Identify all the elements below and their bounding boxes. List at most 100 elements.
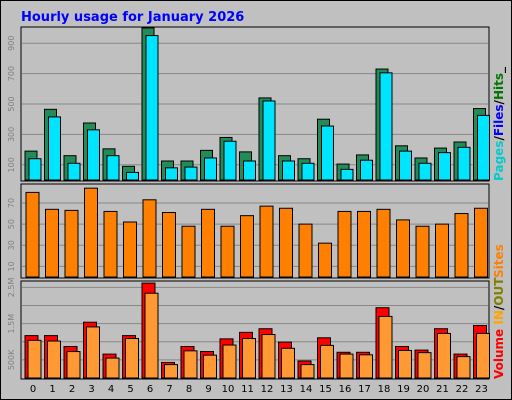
files-bar [321, 125, 334, 181]
x-tick-label: 6 [147, 384, 153, 395]
files-bar [48, 116, 61, 181]
legend-separator: / [492, 136, 506, 141]
panel3-legend: Volume IN/OUT [492, 277, 506, 379]
x-tick-label: 7 [166, 384, 172, 395]
x-tick-label: 9 [205, 384, 211, 395]
files-bar [223, 140, 237, 181]
sites-bar [337, 210, 352, 278]
x-tick-label: 17 [358, 384, 371, 395]
legend-pages: Pages [492, 141, 506, 181]
legend-separator: / [492, 99, 506, 104]
files-bar [399, 150, 412, 181]
sites-bar [84, 187, 98, 278]
volume-out-bar [222, 344, 237, 379]
x-tick-label: 18 [378, 384, 391, 395]
y-tick-label: 900 [7, 36, 16, 51]
files-bar [28, 158, 42, 181]
legend-separator: / [492, 305, 506, 310]
volume-out-bar [86, 326, 100, 379]
x-tick-label: 2 [69, 384, 75, 395]
files-bar [126, 171, 139, 181]
legend-hits: Hits [492, 73, 506, 100]
volume-out-bar [281, 347, 295, 379]
legend-trailer: _ [492, 67, 507, 73]
y-tick-label: 30 [7, 240, 16, 250]
volume-out-bar [164, 364, 178, 379]
volume-out-bar [183, 350, 198, 379]
x-tick-label: 4 [108, 384, 114, 395]
y-tick-label: 10 [7, 261, 16, 271]
y-tick-label: 500 [7, 96, 16, 111]
volume-out-bar [437, 332, 451, 379]
legend-out: OUT [492, 277, 506, 306]
files-bar [243, 160, 256, 181]
x-tick-label: 1 [49, 384, 55, 395]
x-tick-label: 3 [88, 384, 94, 395]
y-tick-label: 100 [7, 157, 16, 172]
files-bar [87, 129, 100, 181]
sites-bar [259, 205, 274, 278]
sites-bar [142, 199, 157, 278]
files-bar [418, 162, 432, 181]
chart-title: Hourly usage for January 2026 [21, 10, 244, 25]
volume-out-bar [378, 315, 393, 379]
files-bar [438, 152, 451, 181]
volume-out-bar [398, 349, 412, 379]
legend-files: Files [492, 104, 506, 136]
y-tick-label: 1.5M [7, 314, 16, 334]
volume-out-bar [476, 332, 490, 379]
sites-bar [181, 225, 196, 278]
sites-bar [201, 208, 215, 278]
sites-bar [64, 209, 79, 278]
files-bar [67, 162, 81, 181]
x-tick-label: 22 [456, 384, 469, 395]
files-bar [457, 146, 471, 181]
files-bar [145, 35, 159, 181]
files-bar [106, 155, 120, 181]
sites-bar [162, 211, 176, 278]
sites-bar [45, 208, 59, 278]
sites-bar [103, 210, 118, 278]
volume-out-bar [320, 344, 334, 379]
volume-out-bar [261, 334, 276, 379]
files-bar [184, 166, 198, 181]
volume-out-bar [417, 352, 432, 379]
files-bar [360, 159, 373, 181]
volume-out-bar [27, 339, 42, 379]
volume-out-bar [203, 354, 217, 379]
files-bar [301, 162, 315, 181]
volume-out-bar [144, 292, 159, 379]
volume-out-bar [300, 364, 315, 379]
files-bar [165, 167, 178, 181]
sites-bar [357, 210, 371, 278]
files-bar [477, 114, 490, 181]
sites-bar [123, 221, 137, 278]
volume-out-bar [47, 340, 61, 379]
x-tick-label: 21 [436, 384, 449, 395]
sites-bar [298, 223, 313, 278]
sites-bar [220, 225, 235, 278]
volume-out-bar [66, 351, 81, 379]
x-tick-label: 10 [222, 384, 235, 395]
sites-bar [415, 225, 430, 278]
sites-bar [396, 219, 410, 278]
volume-out-bar [242, 338, 256, 379]
x-tick-label: 16 [339, 384, 352, 395]
y-tick-label: 2.5M [7, 278, 16, 298]
x-tick-label: 5 [127, 384, 133, 395]
files-bar [379, 72, 393, 181]
y-tick-label: 500K [7, 349, 16, 370]
x-tick-label: 8 [186, 384, 192, 395]
sites-bar [474, 207, 488, 278]
x-tick-label: 20 [417, 384, 430, 395]
sites-bar [435, 223, 449, 278]
x-tick-label: 14 [300, 384, 313, 395]
sites-panel [20, 183, 490, 279]
volume-out-bar [359, 354, 373, 379]
sites-bar [318, 242, 332, 278]
y-tick-label: 300 [7, 127, 16, 142]
x-tick-label: 0 [30, 384, 36, 395]
panel1-legend: Pages/Files/Hits_ [492, 67, 507, 181]
sites-bar [25, 191, 40, 278]
